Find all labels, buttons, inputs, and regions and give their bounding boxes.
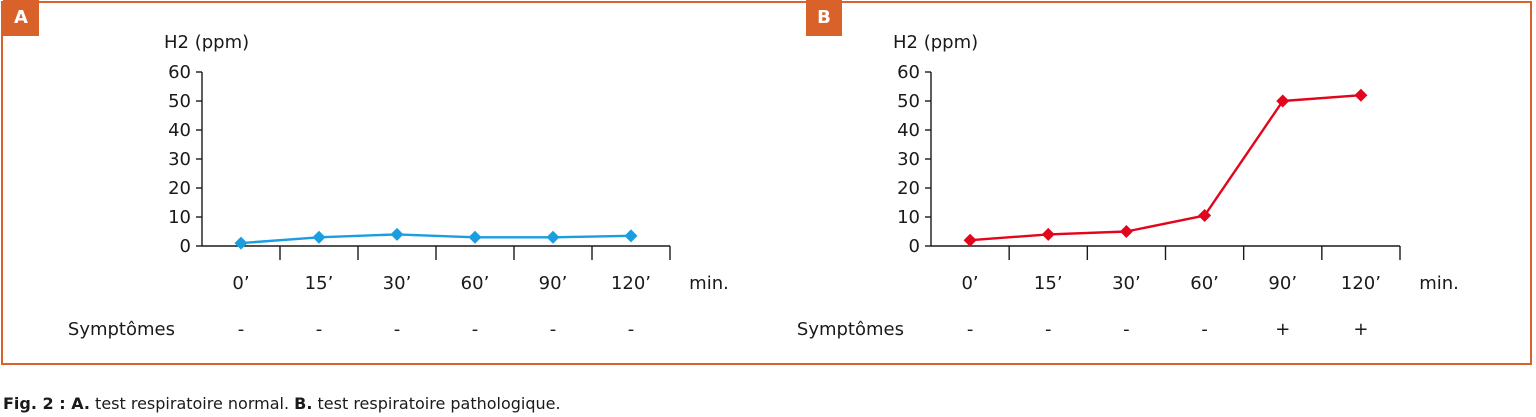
symptom-marker-a-0: -	[238, 319, 245, 340]
chart-panel-a: H2 (ppm) 0 10 20 30 40 50 60 0’ 15’ 30’ 60’ 90’ 120’ m…	[68, 32, 729, 340]
caption-a-text: test respiratoire normal.	[89, 394, 295, 413]
y-tick-label-a-10: 10	[168, 207, 191, 228]
x-axis-unit-b: min.	[1419, 273, 1459, 294]
x-tick-label-b-4: 90’	[1268, 273, 1297, 294]
data-point-a-1	[312, 230, 326, 244]
series-line-a	[240, 233, 632, 245]
data-point-b-5	[1354, 88, 1368, 102]
y-tick-label-b-20: 20	[897, 178, 920, 199]
x-tick-label-a-3: 60’	[461, 273, 490, 294]
data-point-a-3	[468, 230, 482, 244]
data-point-b-1	[1041, 227, 1055, 241]
x-tick-label-b-3: 60’	[1190, 273, 1219, 294]
y-tick-label-a-30: 30	[168, 149, 191, 170]
x-tick-label-a-4: 90’	[539, 273, 568, 294]
symptom-marker-b-3: -	[1201, 319, 1208, 340]
x-tick-label-a-0: 0’	[232, 273, 249, 294]
y-tick-label-a-50: 50	[168, 91, 191, 112]
y-tick-label-b-50: 50	[897, 91, 920, 112]
caption-b-label: B.	[294, 394, 313, 413]
chart-panel-b: H2 (ppm) 0 10 20 30 40 50 60 0’ 15’ 30’ 60’ 90’ 120’ m…	[797, 32, 1459, 340]
symptom-marker-a-1: -	[316, 319, 323, 340]
charts-canvas: H2 (ppm) 0 10 20 30 40 50 60 0’ 15’ 30’ 60’ 90’ 120’ m…	[68, 32, 1459, 340]
x-tick-label-b-2: 30’	[1112, 273, 1141, 294]
symptom-marker-b-0: -	[967, 319, 974, 340]
y-tick-label-b-30: 30	[897, 149, 920, 170]
caption-prefix: Fig. 2 :	[3, 394, 72, 413]
symptom-marker-b-1: -	[1045, 319, 1052, 340]
x-tick-label-a-1: 15’	[305, 273, 334, 294]
x-tick-label-a-5: 120’	[611, 273, 651, 294]
caption-a-label: A.	[71, 394, 90, 413]
y-tick-label-a-0: 0	[180, 236, 191, 257]
data-point-a-4	[546, 230, 560, 244]
symptom-marker-b-2: -	[1123, 319, 1130, 340]
y-tick-label-b-40: 40	[897, 120, 920, 141]
symptoms-row-label-b: Symptômes	[797, 319, 904, 340]
symptom-marker-b-5: +	[1353, 319, 1368, 340]
data-point-b-2	[1119, 225, 1133, 238]
y-tick-label-a-20: 20	[168, 178, 191, 199]
symptom-marker-a-4: -	[550, 319, 557, 340]
data-point-b-3	[1198, 209, 1212, 223]
symptom-marker-a-3: -	[472, 319, 479, 340]
symptoms-row-label-a: Symptômes	[68, 319, 175, 340]
symptom-marker-b-4: +	[1275, 319, 1290, 340]
symptom-marker-a-5: -	[628, 319, 635, 340]
y-axis-title-a: H2 (ppm)	[164, 32, 249, 53]
y-axis-title-b: H2 (ppm)	[893, 32, 978, 53]
x-axis-unit-a: min.	[689, 273, 729, 294]
y-tick-label-b-60: 60	[897, 62, 920, 83]
series-line-b	[970, 94, 1361, 242]
x-tick-label-b-0: 0’	[961, 273, 978, 294]
x-tick-label-b-5: 120’	[1341, 273, 1381, 294]
symptom-marker-a-2: -	[394, 319, 401, 340]
panel-b-badge: B	[806, 0, 842, 36]
y-tick-label-b-10: 10	[897, 207, 920, 228]
data-point-b-0	[963, 233, 977, 247]
data-point-a-5	[624, 229, 638, 243]
x-tick-label-b-1: 15’	[1034, 273, 1063, 294]
panel-a-badge: A	[3, 0, 39, 36]
data-point-a-2	[390, 227, 404, 241]
data-point-a-0	[234, 236, 248, 250]
y-tick-label-a-40: 40	[168, 120, 191, 141]
figure-frame	[1, 1, 1532, 365]
caption-b-text: test respiratoire pathologique.	[312, 394, 561, 413]
figure-caption: Fig. 2 : A. test respiratoire normal. B.…	[3, 394, 561, 413]
y-tick-label-b-0: 0	[909, 236, 920, 257]
y-tick-label-a-60: 60	[168, 62, 191, 83]
data-point-b-4	[1276, 94, 1290, 108]
x-tick-label-a-2: 30’	[383, 273, 412, 294]
